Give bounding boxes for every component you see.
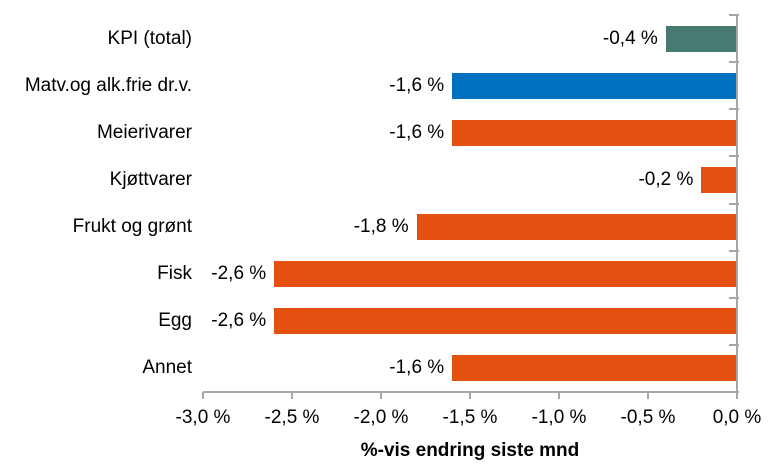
data-bar — [274, 261, 737, 288]
data-label: -2,6 % — [211, 310, 267, 332]
value-tick-label: -2,5 % — [264, 407, 320, 428]
category-axis-labels: KPI (total) Matv.og alk.frie dr.v. Meieriv… — [0, 15, 192, 392]
value-tick — [202, 392, 204, 399]
value-tick-label: -2,0 % — [353, 407, 409, 428]
category-tick — [729, 249, 739, 252]
x-axis-title: %-vis endring siste mnd — [360, 440, 580, 461]
category-tick — [729, 296, 739, 299]
value-axis-line — [203, 391, 739, 393]
category-tick — [729, 108, 739, 111]
category-label: Egg — [158, 310, 192, 332]
category-label: Meierivarer — [96, 121, 192, 143]
data-bar — [452, 355, 737, 382]
data-bar — [665, 25, 737, 52]
data-bar — [701, 166, 737, 193]
category-tick — [729, 61, 739, 64]
value-tick-label: 0,0 % — [712, 407, 762, 428]
category-tick — [729, 343, 739, 346]
plot-area: -0,4 % -1,6 % -1,6 % -0,2 % -1,8 % -2,6 % -2,6… — [203, 14, 739, 393]
data-label: -1,6 % — [389, 357, 445, 379]
data-bar — [416, 214, 737, 241]
value-tick — [736, 392, 738, 399]
category-tick — [729, 202, 739, 205]
data-label: -1,6 % — [389, 121, 445, 143]
value-tick — [558, 392, 560, 399]
category-label: KPI (total) — [107, 27, 192, 49]
value-tick-label: -1,0 % — [531, 407, 587, 428]
category-tick — [729, 14, 739, 16]
chart-row: -0,2 % — [203, 156, 737, 203]
value-tick — [380, 392, 382, 399]
data-label: -0,2 % — [638, 168, 694, 190]
chart-row: -1,6 % — [203, 345, 737, 392]
data-label: -1,6 % — [389, 74, 445, 96]
value-tick — [469, 392, 471, 399]
category-label: Fisk — [157, 263, 192, 285]
category-label: Annet — [142, 357, 192, 379]
value-tick-label: -0,5 % — [620, 407, 676, 428]
chart-row: -2,6 % — [203, 251, 737, 298]
data-bar — [452, 72, 737, 99]
value-tick-label: -3,0 % — [175, 407, 231, 428]
data-label: -1,8 % — [353, 216, 409, 238]
chart-row: -1,6 % — [203, 62, 737, 109]
data-bar — [452, 119, 737, 146]
value-tick — [291, 392, 293, 399]
data-label: -2,6 % — [211, 263, 267, 285]
category-label: Kjøttvarer — [109, 168, 192, 190]
value-tick — [647, 392, 649, 399]
chart-row: -2,6 % — [203, 298, 737, 345]
data-bar — [274, 308, 737, 335]
chart-row: -1,6 % — [203, 109, 737, 156]
data-label: -0,4 % — [602, 27, 658, 49]
chart-row: -1,8 % — [203, 204, 737, 251]
category-label: Matv.og alk.frie dr.v. — [24, 74, 192, 96]
category-label: Frukt og grønt — [72, 216, 192, 238]
chart-row: -0,4 % — [203, 15, 737, 62]
category-tick — [729, 155, 739, 158]
value-tick-label: -1,5 % — [442, 407, 498, 428]
bar-rows: -0,4 % -1,6 % -1,6 % -0,2 % -1,8 % -2,6 % -2,6… — [203, 15, 737, 392]
